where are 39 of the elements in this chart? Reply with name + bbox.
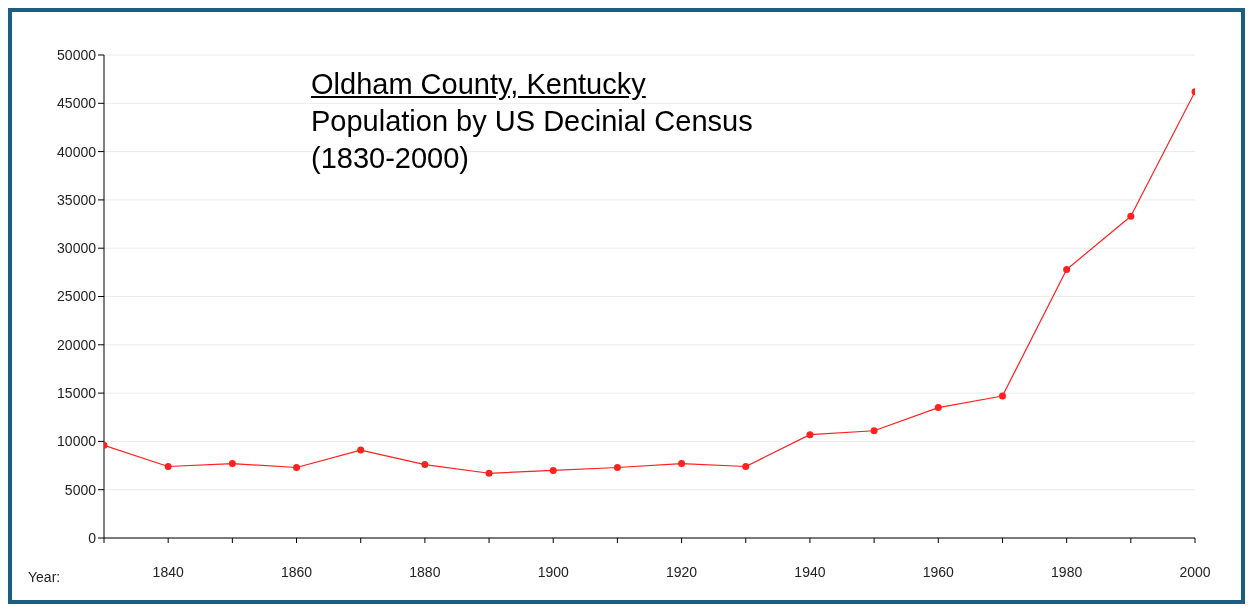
point bbox=[1127, 212, 1135, 220]
point bbox=[613, 463, 621, 471]
x-tick-label: 1920 bbox=[666, 563, 698, 580]
x-tick-label: 1880 bbox=[409, 563, 441, 580]
x-tick-label: 1960 bbox=[922, 563, 955, 580]
point bbox=[228, 460, 236, 468]
point bbox=[164, 463, 172, 471]
y-tick-label: 0 bbox=[88, 529, 97, 546]
point bbox=[870, 427, 878, 435]
x-tick-label: 1940 bbox=[794, 563, 826, 580]
y-tick-label: 20000 bbox=[57, 336, 97, 353]
point bbox=[485, 469, 493, 477]
x-tick-label: 1860 bbox=[280, 563, 313, 580]
y-tick-label: 25000 bbox=[57, 288, 97, 305]
y-tick-label: 40000 bbox=[57, 143, 97, 160]
point bbox=[934, 404, 942, 412]
point bbox=[742, 463, 750, 471]
x-axis-title: Year: bbox=[28, 569, 61, 585]
text: Population by US Decinial Census (1830-2000) bbox=[311, 104, 753, 176]
y-tick-label: 30000 bbox=[57, 240, 97, 257]
point bbox=[357, 446, 365, 454]
y-tick-label: 50000 bbox=[57, 46, 97, 63]
point bbox=[293, 463, 301, 471]
point bbox=[421, 461, 429, 469]
point bbox=[806, 431, 814, 439]
point bbox=[998, 392, 1006, 400]
x-tick-label: 1840 bbox=[152, 563, 184, 580]
point bbox=[1063, 265, 1071, 273]
point bbox=[678, 460, 686, 468]
y-tick-label: 10000 bbox=[57, 433, 97, 450]
x-tick-label: 1900 bbox=[537, 563, 570, 580]
chart-title: Oldham County, Kentucky bbox=[311, 67, 647, 102]
x-tick-label: 1980 bbox=[1051, 563, 1083, 580]
y-tick-label: 45000 bbox=[57, 95, 97, 112]
x-tick-label: 2000 bbox=[1179, 563, 1211, 580]
y-tick-label: 15000 bbox=[57, 385, 97, 402]
y-tick-label: 35000 bbox=[57, 191, 97, 208]
y-tick-label: 5000 bbox=[64, 481, 97, 498]
point bbox=[549, 466, 557, 474]
